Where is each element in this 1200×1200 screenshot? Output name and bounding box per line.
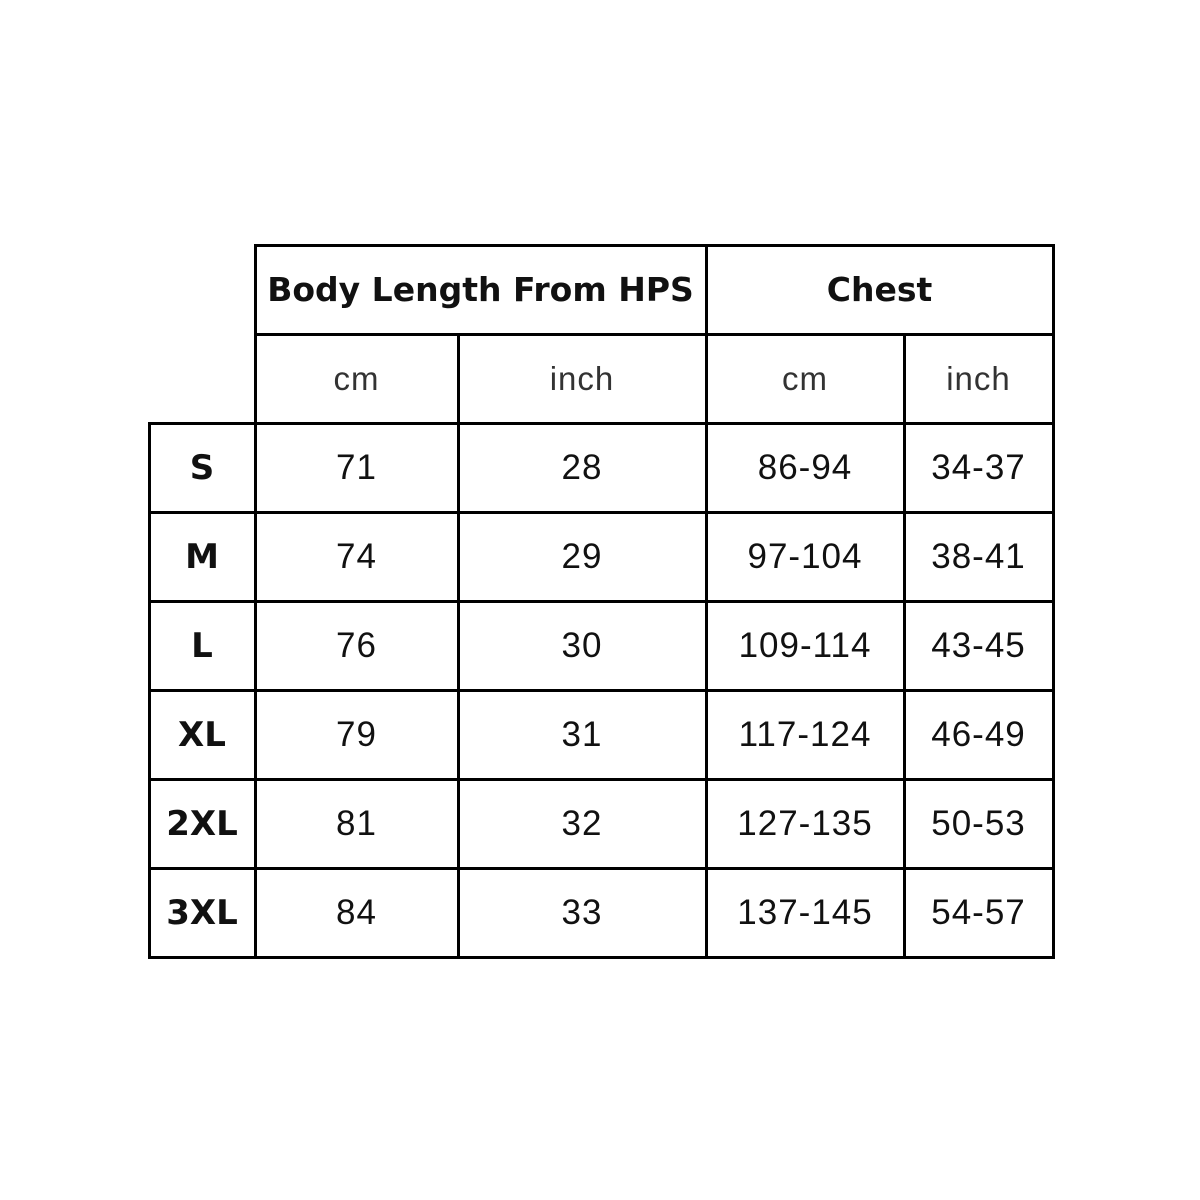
group-header-chest: Chest	[826, 270, 933, 309]
grid-line	[147, 421, 1055, 425]
size-label: XL	[178, 714, 226, 755]
unit-header: cm	[333, 359, 380, 397]
unit-header: inch	[946, 359, 1011, 397]
table-cell: 29	[561, 536, 603, 576]
table-cell: 31	[561, 714, 603, 754]
table-cell: 84	[336, 892, 377, 932]
grid-line	[902, 332, 906, 959]
grid-line	[147, 955, 1055, 959]
table-cell: 71	[336, 447, 377, 487]
table-cell: 38-41	[931, 536, 1026, 576]
grid-line	[704, 243, 708, 959]
grid-line	[147, 866, 1055, 870]
grid-line	[456, 332, 460, 959]
table-cell: 46-49	[931, 714, 1026, 754]
size-label: M	[185, 536, 219, 577]
grid-line	[147, 599, 1055, 603]
size-label: L	[191, 625, 213, 666]
grid-line	[147, 777, 1055, 781]
table-cell: 30	[561, 625, 603, 665]
grid-line	[147, 688, 1055, 692]
table-cell: 74	[336, 536, 377, 576]
table-cell: 117-124	[738, 714, 872, 754]
table-cell: 109-114	[738, 625, 872, 665]
grid-line	[253, 243, 257, 959]
unit-header: cm	[782, 359, 828, 397]
table-cell: 86-94	[757, 447, 853, 487]
grid-line	[253, 332, 1055, 336]
size-label: 2XL	[166, 803, 238, 844]
table-cell: 54-57	[931, 892, 1026, 932]
table-cell: 127-135	[737, 803, 873, 843]
grid-line	[147, 510, 1055, 514]
grid-line	[253, 243, 1055, 247]
table-cell: 76	[336, 625, 377, 665]
table-cell: 28	[561, 447, 603, 487]
grid-line	[1051, 243, 1055, 959]
size-label: 3XL	[166, 892, 238, 933]
table-cell: 43-45	[931, 625, 1026, 665]
table-cell: 32	[561, 803, 603, 843]
table-cell: 81	[336, 803, 377, 843]
size-label: S	[189, 447, 215, 488]
table-cell: 137-145	[737, 892, 873, 932]
unit-header: inch	[549, 359, 615, 397]
table-cell: 50-53	[931, 803, 1026, 843]
table-cell: 33	[561, 892, 603, 932]
table-cell: 79	[336, 714, 377, 754]
table-cell: 97-104	[747, 536, 863, 576]
table-cell: 34-37	[931, 447, 1026, 487]
grid-line	[147, 421, 151, 959]
group-header-body-length: Body Length From HPS	[267, 270, 694, 309]
